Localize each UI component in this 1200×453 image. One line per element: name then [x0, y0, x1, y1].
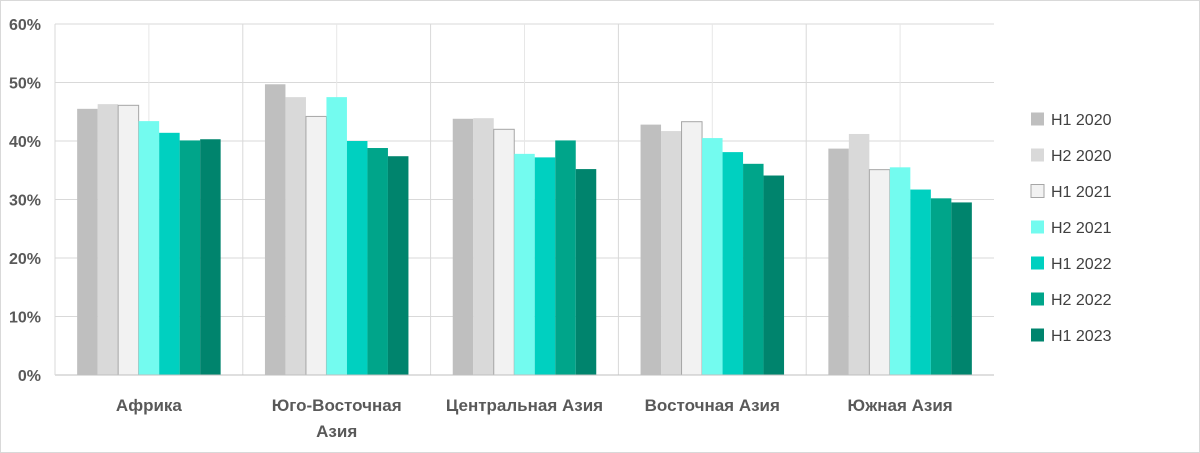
- bar: [640, 124, 662, 376]
- bar: [889, 167, 911, 375]
- legend-swatch: [1031, 112, 1044, 126]
- category-label: Африка: [116, 396, 182, 415]
- legend-swatch: [1031, 148, 1044, 162]
- legend-label: H1 2021: [1051, 184, 1112, 201]
- y-tick-label: 20%: [9, 251, 41, 268]
- bar: [367, 148, 388, 375]
- legend-swatch: [1031, 328, 1044, 342]
- bar: [848, 133, 870, 375]
- bar: [702, 138, 723, 375]
- bar: [951, 202, 972, 375]
- category-label: Южная Азия: [847, 396, 952, 415]
- y-tick-label: 50%: [9, 76, 41, 93]
- category-label: Восточная Азия: [645, 396, 780, 415]
- bar: [555, 140, 576, 375]
- bar: [828, 148, 849, 375]
- category-labels: Африка Юго-Восточная Азия Центральная Азия В…: [116, 396, 953, 441]
- bar: [285, 97, 306, 375]
- bar: [200, 139, 221, 375]
- bar: [77, 108, 98, 375]
- y-tick-label: 10%: [9, 310, 41, 327]
- legend-label: H1 2020: [1051, 112, 1112, 129]
- y-tick-label: 40%: [9, 134, 41, 151]
- legend-swatch: [1031, 256, 1044, 270]
- category-label: Азия: [316, 422, 357, 441]
- y-tick-label: 0%: [18, 368, 41, 385]
- bar: [661, 131, 682, 375]
- bar: [868, 169, 891, 376]
- legend-label: H1 2022: [1051, 256, 1112, 273]
- axes: [54, 24, 994, 376]
- legend-swatch: [1031, 220, 1044, 234]
- bar: [575, 169, 597, 375]
- bar: [514, 153, 535, 375]
- y-tick-label: 60%: [9, 17, 41, 34]
- bar: [159, 132, 180, 375]
- bar: [473, 118, 494, 375]
- y-tick-label: 30%: [9, 193, 41, 210]
- bar: [97, 104, 119, 376]
- bar: [387, 156, 409, 375]
- legend-swatch: [1030, 184, 1045, 198]
- legend-label: H2 2020: [1051, 148, 1112, 165]
- category-label: Юго-Восточная: [272, 396, 402, 415]
- category-label: Центральная Азия: [446, 396, 603, 415]
- bar: [763, 175, 785, 375]
- bar: [305, 115, 327, 376]
- legend-label: H2 2021: [1051, 220, 1112, 237]
- bar: [743, 163, 764, 375]
- legend-label: H2 2022: [1051, 292, 1112, 309]
- bar: [534, 157, 556, 375]
- bar: [179, 140, 201, 375]
- bar: [722, 152, 744, 375]
- bar: [326, 97, 347, 375]
- bar: [493, 128, 515, 376]
- bar: [452, 118, 474, 376]
- bar: [264, 84, 286, 375]
- legend-label: H1 2023: [1051, 328, 1112, 345]
- bar: [681, 121, 703, 376]
- legend: H1 2020 H2 2020 H1 2021 H2 2021 H1 2022 H2 20…: [1030, 112, 1112, 345]
- legend-swatch: [1031, 292, 1044, 306]
- y-tick-labels: 0% 10% 20% 30% 40% 50% 60%: [9, 17, 41, 385]
- bar: [138, 121, 160, 375]
- bar: [346, 141, 368, 375]
- bars: [77, 84, 972, 376]
- bar: [117, 104, 140, 376]
- bar: [930, 198, 952, 375]
- bar: [910, 189, 931, 375]
